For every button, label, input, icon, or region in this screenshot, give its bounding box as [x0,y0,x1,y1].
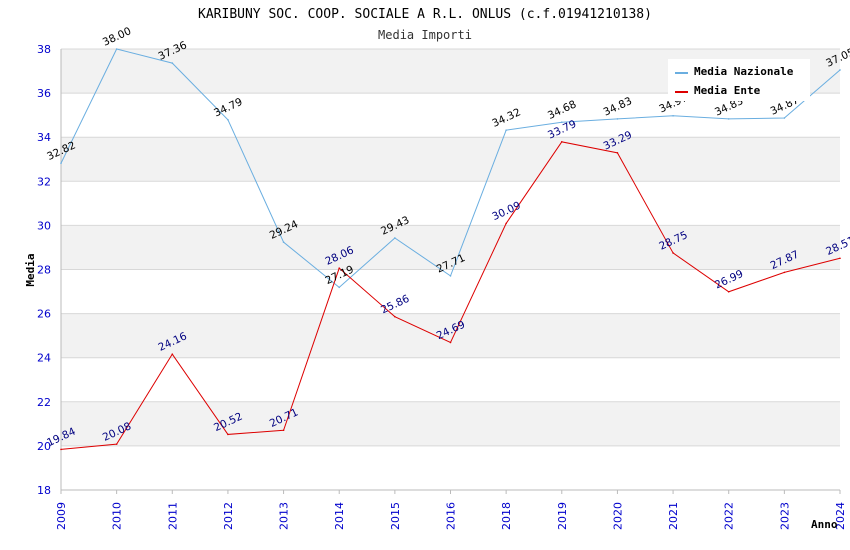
x-tick-label: 2021 [667,502,680,530]
data-point [449,275,452,277]
data-point [338,286,341,289]
grid-band [61,137,840,182]
data-point [282,429,285,432]
data-point [783,117,786,119]
x-tick-label: 2016 [445,502,458,530]
y-tick-label: 36 [37,87,51,100]
x-tick-label: 2022 [723,502,736,530]
data-label: 25.86 [379,293,412,317]
data-point [115,48,118,50]
x-tick-label: 2024 [834,502,847,530]
data-label: 34.79 [212,96,244,120]
data-point [227,433,229,436]
y-tick-label: 26 [37,308,51,321]
legend: Media Nazionale Media Ente [668,59,810,101]
x-tick-label: 2023 [778,502,791,530]
data-point [171,353,174,355]
chart-subtitle: Media Importi [378,28,472,42]
legend-label-media-nazionale: Media Nazionale [694,65,794,78]
data-point [171,62,174,64]
x-tick-label: 2019 [556,502,569,530]
x-axis-ticks: 2009 2010 2011 2012 2013 2014 2015 2016 2018 2019… [55,490,847,530]
data-point [672,115,674,117]
data-point [394,315,396,318]
grid-band [61,401,840,446]
x-tick-label: 2014 [333,502,346,530]
x-tick-label: 2009 [55,502,68,530]
legend-box [668,59,810,101]
data-point [60,448,62,451]
x-axis-label: Anno [811,518,838,531]
y-axis-ticks: 18 20 22 24 26 28 30 32 34 36 38 [37,43,51,497]
y-axis-label: Media [24,253,37,286]
y-tick-label: 18 [37,484,51,497]
data-point [839,69,841,71]
grid-band [61,313,840,358]
grid-band [61,225,840,270]
x-tick-label: 2012 [222,502,235,530]
data-label: 34.32 [490,106,522,130]
x-tick-label: 2013 [278,502,291,530]
grid-lines [61,48,840,491]
x-tick-label: 2015 [389,502,402,530]
data-point [505,129,507,131]
data-point [282,241,285,243]
data-point [115,443,118,445]
x-tick-label: 2020 [611,502,624,530]
y-tick-label: 20 [37,440,51,453]
data-point [338,267,341,269]
y-tick-label: 32 [37,175,51,188]
y-tick-label: 38 [37,43,51,56]
data-label: 34.68 [546,98,578,122]
x-tick-label: 2018 [500,502,513,530]
y-tick-label: 24 [37,352,51,365]
x-tick-label: 2011 [166,502,179,530]
data-point [60,162,62,165]
y-tick-label: 30 [37,219,51,232]
legend-label-media-ente: Media Ente [694,84,761,97]
y-tick-label: 28 [37,264,51,277]
data-label: 30.09 [490,200,522,224]
data-point [449,341,452,344]
data-point [672,252,674,254]
data-label: 38.00 [101,25,133,49]
data-point [505,222,507,225]
grid-bands [61,49,840,446]
y-tick-label: 22 [37,396,51,409]
data-point [560,121,563,124]
data-point [394,237,396,239]
chart-title: KARIBUNY SOC. COOP. SOCIALE A R.L. ONLUS… [198,7,652,22]
data-point [616,152,619,154]
data-point [616,118,619,120]
series-lines [60,48,841,451]
x-tick-label: 2010 [111,502,124,530]
data-point [560,141,563,143]
data-point [227,118,229,121]
data-label: 34.83 [602,95,634,119]
data-point [783,271,786,274]
data-point [727,290,730,293]
y-tick-label: 34 [37,131,51,144]
data-point [839,257,841,260]
data-point [727,118,730,120]
